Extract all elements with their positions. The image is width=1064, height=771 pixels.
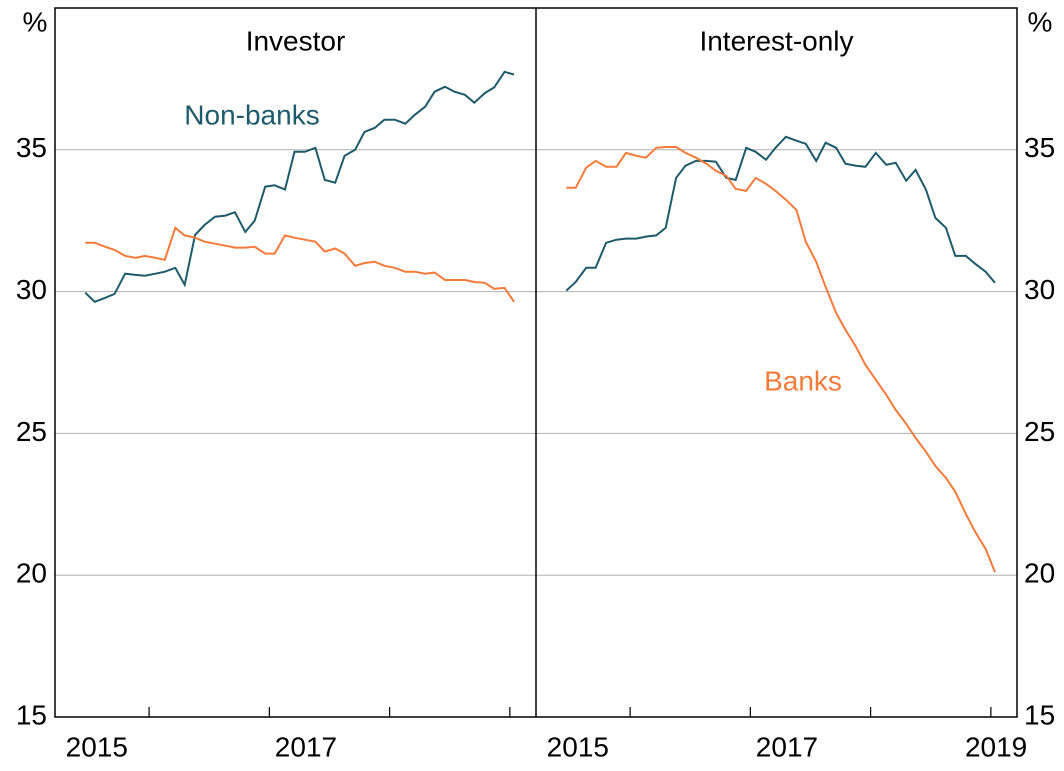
x-tick-label: 2017	[756, 731, 818, 762]
y-tick-label: 15	[1024, 699, 1055, 730]
y-axis-unit: %	[1028, 6, 1053, 37]
series-line	[85, 226, 515, 303]
series-line	[84, 70, 515, 303]
series-label: Banks	[764, 365, 842, 396]
y-axis-unit: %	[23, 6, 48, 37]
y-tick-label: 30	[16, 274, 47, 305]
series-label: Non-banks	[184, 99, 319, 130]
x-tick-label: 2019	[965, 731, 1027, 762]
series-line	[566, 146, 996, 573]
x-tick-label: 2015	[66, 731, 128, 762]
y-tick-label: 30	[1024, 274, 1055, 305]
panel-title: Investor	[246, 25, 346, 56]
panel-title: Interest-only	[699, 25, 853, 56]
y-tick-label: 20	[1024, 558, 1055, 589]
y-tick-label: 25	[1024, 416, 1055, 447]
y-tick-label: 35	[16, 132, 47, 163]
y-tick-label: 15	[16, 699, 47, 730]
y-tick-label: 20	[16, 558, 47, 589]
x-tick-label: 2015	[547, 731, 609, 762]
x-tick-label: 2017	[275, 731, 337, 762]
series-line	[565, 135, 996, 292]
y-tick-label: 25	[16, 416, 47, 447]
y-tick-label: 35	[1024, 132, 1055, 163]
